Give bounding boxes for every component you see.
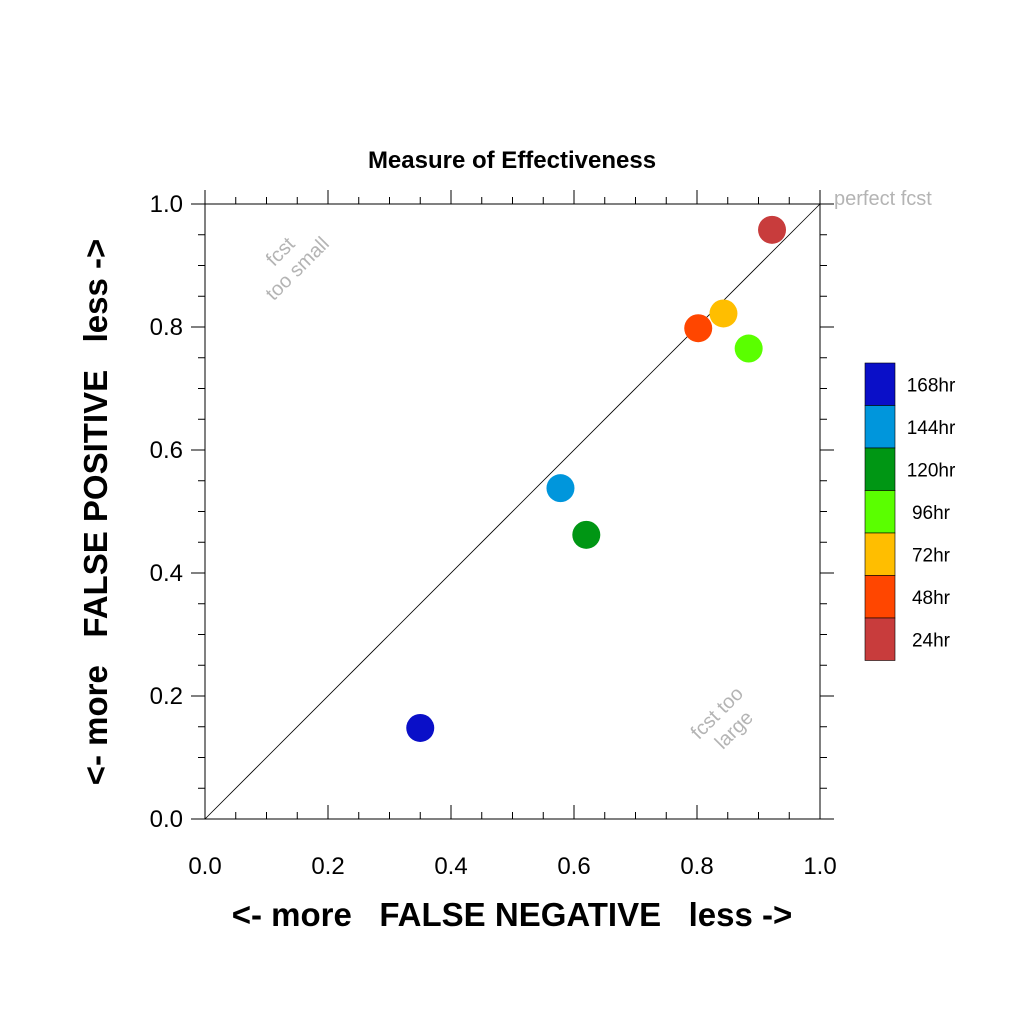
data-point-72hr [709, 299, 738, 328]
x-axis-label: <- more FALSE NEGATIVE less -> [232, 896, 793, 933]
data-point-24hr [758, 215, 787, 244]
legend-swatch-144hr [864, 405, 896, 449]
chart-title: Measure of Effectiveness [368, 147, 656, 174]
fcst-too-small-annotation: fcst too small [262, 233, 334, 305]
legend: 168hr 144hr 120hr 96hr 72hr 48hr 24hr [864, 362, 956, 661]
x-tick-label: 1.0 [803, 853, 836, 880]
minor-ticks [198, 197, 827, 819]
legend-label-96hr: 96hr [912, 503, 951, 524]
data-point-120hr [572, 520, 601, 549]
legend-swatch-48hr [864, 575, 896, 619]
legend-swatch-24hr [864, 617, 896, 661]
data-points [406, 215, 787, 742]
legend-label-120hr: 120hr [907, 460, 956, 481]
y-tick-label: 0.6 [150, 437, 183, 464]
major-ticks [191, 190, 834, 820]
x-tick-label: 0.0 [188, 853, 221, 880]
legend-label-168hr: 168hr [907, 375, 956, 396]
y-tick-label: 0.4 [150, 560, 183, 587]
legend-label-48hr: 48hr [912, 588, 951, 609]
x-tick-label: 0.2 [311, 853, 344, 880]
y-tick-label: 0.2 [150, 683, 183, 710]
y-axis-label: <- more FALSE POSITIVE less -> [77, 239, 114, 786]
legend-swatch-168hr [864, 362, 896, 406]
fcst-too-large-annotation: fcst too large [687, 683, 758, 754]
x-tick-label: 0.8 [680, 853, 713, 880]
legend-label-72hr: 72hr [912, 545, 951, 566]
x-tick-label: 0.4 [434, 853, 467, 880]
legend-swatch-72hr [864, 532, 896, 576]
legend-swatch-96hr [864, 490, 896, 534]
data-point-168hr [406, 713, 435, 742]
y-tick-label: 0.0 [150, 806, 183, 833]
data-point-96hr [734, 334, 763, 363]
y-tick-label: 1.0 [150, 191, 183, 218]
perfect-fcst-annotation: perfect fcst [834, 188, 932, 210]
legend-label-144hr: 144hr [907, 418, 956, 439]
legend-swatch-120hr [864, 447, 896, 491]
legend-label-24hr: 24hr [912, 630, 951, 651]
tick-labels: 0.0 0.2 0.4 0.6 0.8 1.0 0.0 0.2 0.4 0.6 0.8 1.0 [150, 191, 837, 880]
y-tick-label: 0.8 [150, 314, 183, 341]
x-tick-label: 0.6 [557, 853, 590, 880]
data-point-144hr [546, 474, 575, 503]
data-point-48hr [684, 314, 713, 343]
